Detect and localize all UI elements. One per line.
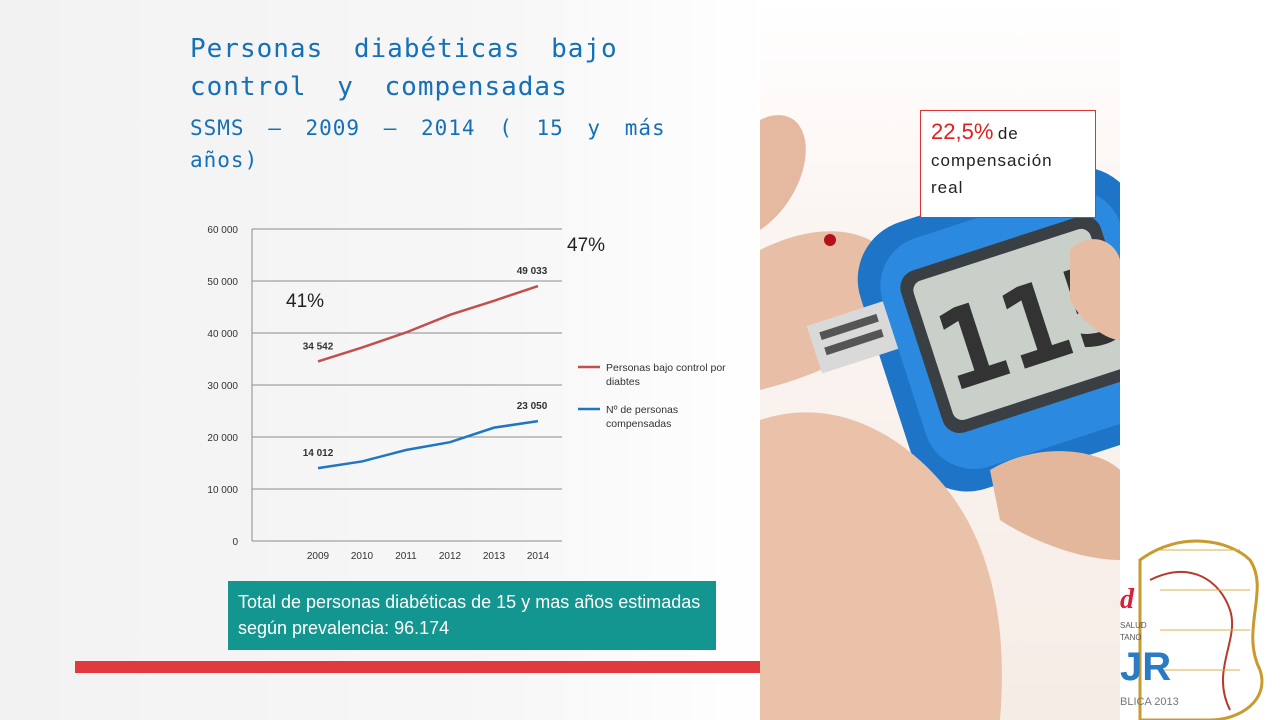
red-accent-bar: [75, 661, 775, 673]
data-label: 49 033: [517, 266, 548, 277]
callout-percent: 22,5%: [931, 119, 994, 144]
x-tick-label: 2014: [527, 551, 550, 562]
data-label: 34 542: [303, 341, 334, 352]
x-tick-label: 2012: [439, 551, 462, 562]
y-tick-label: 20 000: [207, 433, 238, 444]
callout-text: compensación real: [931, 151, 1053, 197]
line-chart: 0 10 000 20 000 30 000 40 000 50 000 60 000 200…: [207, 225, 726, 562]
series-line: [317, 284, 539, 363]
x-tick-label: 2009: [307, 551, 330, 562]
logo-line2: TANO: [1120, 633, 1142, 642]
glucometer-photo: 115: [760, 0, 1120, 720]
total-estimate-box: Total de personas diabéticas de 15 y mas…: [228, 581, 716, 650]
legend-label: Personas bajo control por diabtes: [606, 362, 726, 388]
logo-bottom: BLICA 2013: [1120, 696, 1179, 708]
pct-2014-label: 47%: [567, 235, 606, 256]
y-tick-label: 10 000: [207, 485, 238, 496]
y-tick-label: 0: [232, 537, 238, 548]
pct-2009-label: 41%: [286, 291, 325, 312]
compensation-callout: 22,5% de compensación real: [920, 110, 1096, 218]
x-tick-label: 2010: [351, 551, 374, 562]
y-tick-label: 30 000: [207, 381, 238, 392]
y-tick-label: 50 000: [207, 277, 238, 288]
y-tick-label: 40 000: [207, 329, 238, 340]
callout-word: de: [997, 124, 1019, 143]
data-label: 23 050: [517, 401, 548, 412]
series-line: [317, 419, 539, 470]
slide-title: Personas diabéticas bajo control y compe…: [190, 34, 618, 102]
slide-subtitle: SSMS – 2009 – 2014 ( 15 y más años): [190, 116, 666, 172]
data-label: 14 012: [303, 448, 334, 459]
logo-big: JR: [1120, 645, 1171, 689]
ssms-logo: d SALUD TANO JR BLICA 2013: [1120, 520, 1280, 720]
x-tick-label: 2013: [483, 551, 506, 562]
logo-line1: SALUD: [1120, 621, 1147, 630]
legend-label: Nº de personas compensadas: [606, 404, 678, 430]
logo-letter: d: [1120, 584, 1135, 615]
x-tick-label: 2011: [395, 551, 417, 562]
y-tick-label: 60 000: [207, 225, 238, 236]
